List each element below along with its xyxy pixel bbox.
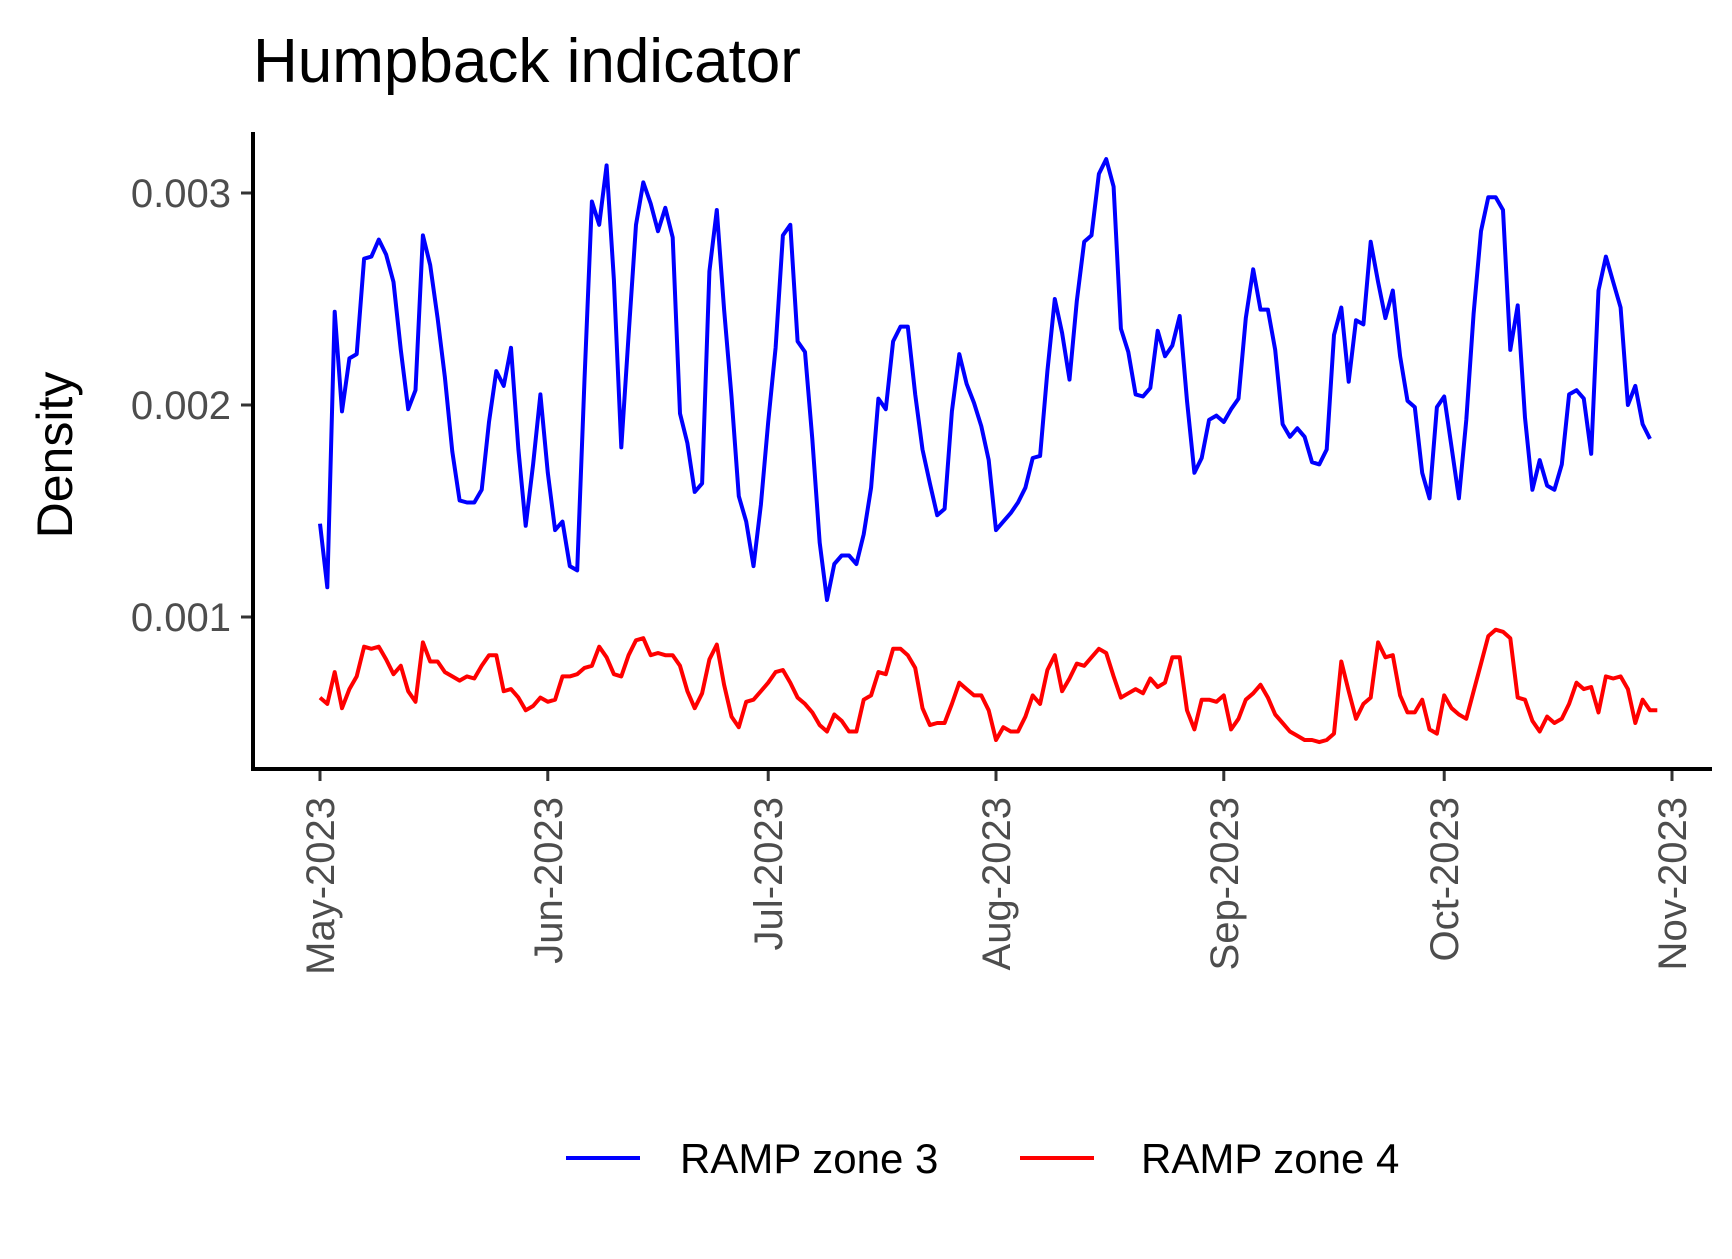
- x-tick-label: Jun-2023: [527, 797, 571, 964]
- x-ticks: May-2023 Jun-2023 Jul-2023 Aug-2023 Sep-2023…: [299, 769, 1695, 975]
- legend-label-series-2: RAMP zone 4: [1141, 1135, 1399, 1182]
- y-tick-label: 0.002: [131, 384, 231, 428]
- chart-title: Humpback indicator: [253, 27, 801, 96]
- legend: RAMP zone 3 RAMP zone 4: [566, 1135, 1399, 1182]
- x-tick-label: Oct-2023: [1423, 797, 1467, 962]
- x-tick-label: Aug-2023: [975, 797, 1019, 970]
- series-line-2: [318, 627, 1658, 745]
- series-lines: [318, 157, 1658, 745]
- y-tick-label: 0.003: [131, 172, 231, 216]
- y-axis-label: Density: [27, 372, 83, 539]
- x-tick-label: Jul-2023: [747, 797, 791, 950]
- y-ticks: 0.001 0.002 0.003: [131, 172, 253, 640]
- x-tick-label: Nov-2023: [1651, 797, 1695, 970]
- x-tick-label: May-2023: [299, 797, 343, 975]
- series-line-1: [318, 157, 1652, 602]
- x-tick-label: Sep-2023: [1203, 797, 1247, 970]
- legend-label-series-1: RAMP zone 3: [680, 1135, 938, 1182]
- y-tick-label: 0.001: [131, 596, 231, 640]
